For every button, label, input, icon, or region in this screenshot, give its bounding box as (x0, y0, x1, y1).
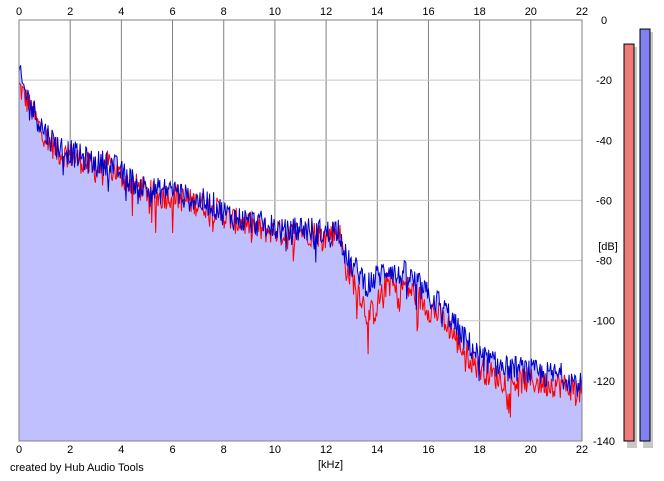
x-tick-label: 12 (320, 6, 332, 18)
x-tick-label: 8 (221, 6, 227, 18)
credit-text: created by Hub Audio Tools (10, 462, 144, 474)
series-line-2 (18, 65, 583, 397)
x-tick-label: 18 (474, 6, 486, 18)
x-tick-label: 6 (169, 6, 175, 18)
y-axis-label: [dB] (598, 241, 618, 253)
x-tick-label: 16 (422, 6, 434, 18)
x-tick-label: 6 (169, 444, 175, 456)
y-tick-label: -60 (596, 195, 612, 207)
y-tick-label: 0 (601, 15, 607, 27)
y-tick-label: -140 (593, 436, 615, 448)
y-tick-label: -40 (596, 135, 612, 147)
x-tick-label: 18 (474, 444, 486, 456)
y-tick-label: -100 (593, 316, 615, 328)
series-line-1 (18, 81, 583, 418)
level-meters (623, 28, 653, 449)
x-tick-label: 22 (576, 6, 588, 18)
x-tick-label: 14 (371, 444, 383, 456)
x-tick-label: 4 (118, 444, 124, 456)
series-lines (18, 65, 583, 418)
x-tick-label: 10 (269, 6, 281, 18)
x-tick-label: 16 (422, 444, 434, 456)
spectrum-area (19, 65, 582, 442)
x-tick-label: 20 (525, 444, 537, 456)
x-tick-label: 2 (67, 6, 73, 18)
y-tick-label: -80 (596, 256, 612, 268)
y-tick-labels: 0 -20 -40 -60 -80 -100 -120 -140 (593, 15, 615, 448)
x-tick-label: 4 (118, 6, 124, 18)
plot-frame (18, 19, 583, 442)
spectrum-fill (19, 65, 582, 442)
x-tick-labels-top: 0 2 4 6 8 10 12 14 16 18 20 22 (16, 6, 588, 18)
level-meter-bar (639, 28, 651, 442)
x-tick-label: 14 (371, 6, 383, 18)
x-axis-label: [kHz] (318, 459, 343, 471)
x-tick-label: 10 (269, 444, 281, 456)
x-tick-label: 0 (16, 6, 22, 18)
x-tick-label: 0 (16, 444, 22, 456)
x-tick-label: 20 (525, 6, 537, 18)
x-tick-label: 2 (67, 444, 73, 456)
level-meter-bar (623, 43, 635, 442)
y-tick-label: -120 (593, 376, 615, 388)
x-tick-label: 8 (221, 444, 227, 456)
y-tick-label: -20 (596, 75, 612, 87)
x-tick-labels-bottom: 0 2 4 6 8 10 12 14 16 18 20 22 (16, 444, 588, 456)
x-tick-label: 22 (576, 444, 588, 456)
x-tick-label: 12 (320, 444, 332, 456)
